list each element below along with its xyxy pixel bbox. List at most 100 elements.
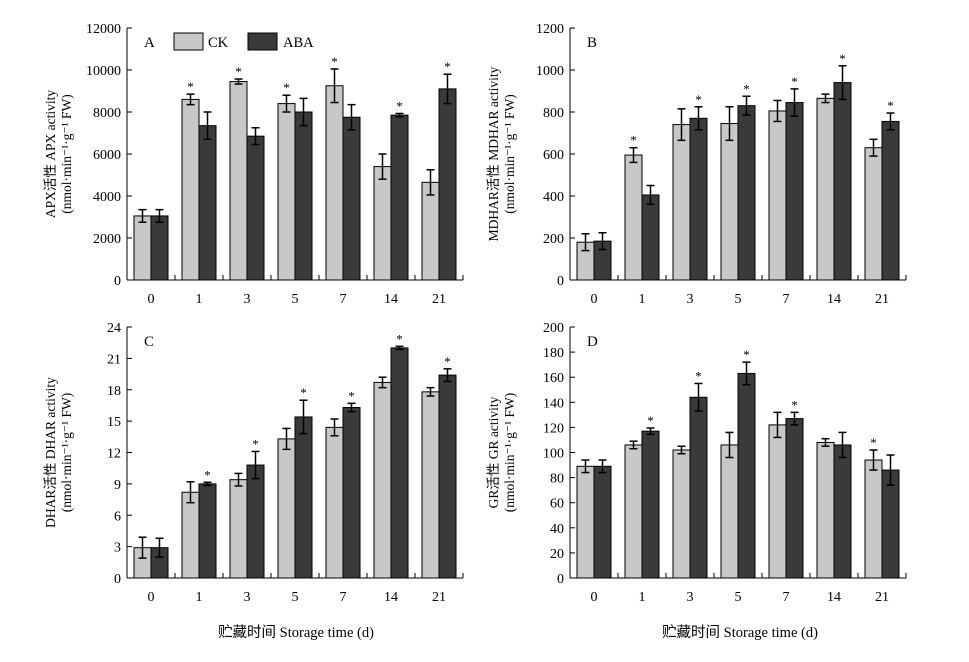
bar-aba xyxy=(198,483,217,579)
bar-ck xyxy=(181,491,200,579)
bar-aba xyxy=(294,111,313,281)
y-tick-label: 4000 xyxy=(93,190,121,205)
significance-star: * xyxy=(695,368,702,383)
legend-label-ck: CK xyxy=(208,35,229,51)
y-tick-label: 0 xyxy=(557,572,564,587)
bar-ck xyxy=(373,166,392,281)
y-axis-unit: (nmol·min⁻¹·g⁻¹ FW) xyxy=(59,393,74,512)
panel-letter: B xyxy=(587,35,597,51)
chart-panel-c: 0 3 6 9 12 15 18 21 24 0 1 3 5 7 14 21 * * * * * * C DHAR活性 DHA… xyxy=(43,321,464,605)
significance-star: * xyxy=(283,80,290,95)
bar-ck xyxy=(816,441,835,579)
significance-star: * xyxy=(187,79,194,94)
x-tick-label: 0 xyxy=(591,292,598,307)
x-tick-label: 7 xyxy=(783,292,790,307)
x-tick-label: 1 xyxy=(196,590,203,605)
y-tick-label: 600 xyxy=(543,148,564,163)
chart-panel-a: 0 2000 4000 6000 8000 10000 12000 0 1 3 5 7 14 21 * * * *… xyxy=(43,22,464,307)
x-tick-label: 14 xyxy=(384,292,398,307)
bar-aba xyxy=(737,105,756,281)
bar-aba xyxy=(881,469,900,579)
x-axis-label-right: 贮藏时间 Storage time (d) xyxy=(662,624,818,641)
bar-aba xyxy=(438,374,457,579)
bar-ck xyxy=(720,123,739,281)
legend-swatch-aba xyxy=(247,32,278,51)
chart-panel-d: 0 20 40 60 80 100 120 140 160 180 200 0 1 3 5 7 14 21 * * * *… xyxy=(486,321,907,605)
bar-aba xyxy=(689,117,708,281)
x-axis-label-left: 贮藏时间 Storage time (d) xyxy=(218,624,374,641)
y-tick-label: 24 xyxy=(107,321,121,336)
legend-label-aba: ABA xyxy=(283,35,314,51)
significance-star: * xyxy=(444,59,451,74)
x-tick-label: 21 xyxy=(432,292,446,307)
y-tick-label: 80 xyxy=(550,472,564,487)
bar-aba xyxy=(390,114,409,281)
bar-aba xyxy=(833,444,852,579)
bar-aba xyxy=(881,120,900,281)
legend: CK ABA xyxy=(173,32,314,51)
x-tick-label: 0 xyxy=(148,292,155,307)
legend-swatch-ck xyxy=(173,32,204,51)
y-tick-label: 0 xyxy=(557,274,564,289)
y-axis-label: APX活性 APX activity xyxy=(43,90,58,218)
significance-star: * xyxy=(743,81,750,96)
bar-ck xyxy=(325,426,344,579)
panel-letter: D xyxy=(587,334,598,350)
bar-ck xyxy=(672,124,691,281)
bar-aba xyxy=(150,215,169,281)
y-tick-label: 10000 xyxy=(86,64,121,79)
y-tick-label: 8000 xyxy=(93,106,121,121)
x-tick-label: 5 xyxy=(735,590,742,605)
bar-ck xyxy=(277,438,296,579)
significance-star: * xyxy=(204,467,211,482)
y-axis-unit: (nmol·min⁻¹·g⁻¹ FW) xyxy=(502,94,517,213)
bar-ck xyxy=(624,154,643,281)
bar-ck xyxy=(864,147,883,281)
y-tick-label: 160 xyxy=(543,371,564,386)
x-tick-label: 7 xyxy=(340,292,347,307)
bar-ck xyxy=(576,465,595,579)
bar-aba xyxy=(342,407,361,579)
bar-aba xyxy=(785,418,804,579)
y-axis-label: DHAR活性 DHAR activity xyxy=(43,377,58,528)
y-tick-label: 9 xyxy=(114,478,121,493)
y-tick-label: 6 xyxy=(114,509,121,524)
y-tick-label: 800 xyxy=(543,106,564,121)
y-axis-label: MDHAR活性 MDHAR activity xyxy=(486,66,501,241)
bar-aba xyxy=(198,125,217,281)
bar-ck xyxy=(325,85,344,281)
significance-star: * xyxy=(235,64,242,79)
significance-star: * xyxy=(348,388,355,403)
significance-star: * xyxy=(630,133,637,148)
y-tick-label: 6000 xyxy=(93,148,121,163)
bar-aba xyxy=(246,135,265,281)
x-tick-label: 14 xyxy=(827,292,841,307)
significance-star: * xyxy=(300,385,307,400)
y-tick-label: 2000 xyxy=(93,232,121,247)
bar-aba xyxy=(390,347,409,579)
y-tick-label: 20 xyxy=(550,547,564,562)
significance-star: * xyxy=(791,74,798,89)
bar-ck xyxy=(181,98,200,281)
x-tick-label: 0 xyxy=(148,590,155,605)
bar-ck xyxy=(421,391,440,579)
bar-ck xyxy=(720,444,739,579)
x-tick-label: 7 xyxy=(340,590,347,605)
y-tick-label: 400 xyxy=(543,190,564,205)
panel-letter: C xyxy=(144,334,154,350)
x-tick-label: 14 xyxy=(384,590,398,605)
bar-ck xyxy=(229,81,248,281)
y-axis-unit: (nmol·min⁻¹·g⁻¹ FW) xyxy=(59,94,74,213)
bar-aba xyxy=(438,88,457,281)
significance-star: * xyxy=(396,331,403,346)
y-tick-label: 0 xyxy=(114,274,121,289)
y-tick-label: 200 xyxy=(543,232,564,247)
x-tick-label: 1 xyxy=(196,292,203,307)
significance-star: * xyxy=(791,397,798,412)
x-tick-label: 1 xyxy=(639,292,646,307)
bar-aba xyxy=(737,372,756,579)
x-tick-label: 3 xyxy=(687,590,694,605)
significance-star: * xyxy=(887,98,894,113)
significance-star: * xyxy=(444,354,451,369)
